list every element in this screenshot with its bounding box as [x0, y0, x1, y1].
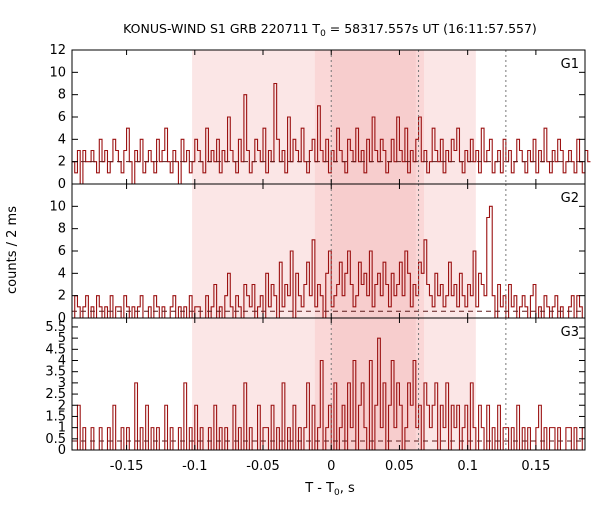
shaded-interval-3 — [331, 318, 416, 450]
panel-label-g3: G3 — [561, 325, 579, 340]
y-tick-label: 0 — [58, 177, 66, 192]
y-tick-label: 8 — [58, 222, 66, 237]
y-tick-label: 4.5 — [45, 342, 66, 357]
y-tick-label: 4 — [58, 266, 66, 281]
panel-label-g2: G2 — [561, 191, 579, 206]
x-tick-label: 0.05 — [385, 459, 414, 474]
y-tick-label: 6 — [58, 244, 66, 259]
y-tick-label: 5 — [58, 331, 66, 346]
panel-g3: 00.511.522.533.544.555.5 G3 — [45, 317, 586, 458]
panel-g1: 0 2 4 6 8 10 12 G1 — [49, 43, 591, 192]
x-tick-label: -0.05 — [246, 459, 280, 474]
y-axis-title: counts / 2 ms — [5, 206, 20, 294]
x-tick-label: 0 — [327, 459, 335, 474]
panel-label-g1: G1 — [561, 57, 579, 72]
y-tick-label: 1 — [58, 421, 66, 436]
x-tick-label: -0.15 — [110, 459, 144, 474]
y-tick-label: 8 — [58, 88, 66, 103]
y-tick-label: 0.5 — [45, 432, 66, 447]
y-tick-label: 10 — [49, 199, 66, 214]
y-tick-label: 2 — [58, 398, 66, 413]
y-tick-label: 0 — [58, 311, 66, 326]
panel-frame — [71, 317, 586, 451]
x-tick-label: 0.15 — [521, 459, 550, 474]
y-tick-label: 2 — [58, 289, 66, 304]
x-axis-title: T - T0, s — [304, 481, 355, 498]
y-tick-label: 6 — [58, 110, 66, 125]
y-tick-label: 2.5 — [45, 387, 66, 402]
y-tick-label: 3 — [58, 376, 66, 391]
panels-layer: 024681012G10246810G200.511.522.533.544.5… — [45, 43, 591, 474]
x-tick-label: 0.1 — [457, 459, 478, 474]
y-tick-label: 4 — [58, 132, 66, 147]
count-series-g2 — [72, 205, 585, 319]
panel-g2: 0 2 4 6 8 10 G2 — [49, 183, 586, 326]
chart-title: KONUS-WIND S1 GRB 220711 T0 = 58317.557s… — [123, 21, 537, 39]
x-tick-label: -0.1 — [182, 459, 207, 474]
y-tick-label: 3.5 — [45, 365, 66, 380]
y-tick-label: 5.5 — [45, 320, 66, 335]
shaded-interval-3 — [331, 184, 416, 318]
y-tick-label: 4 — [58, 354, 66, 369]
y-tick-label: 2 — [58, 155, 66, 170]
y-tick-label: 10 — [49, 65, 66, 80]
y-tick-label: 0 — [58, 443, 66, 458]
y-tick-label: 1.5 — [45, 409, 66, 424]
y-tick-label: 12 — [49, 43, 66, 58]
